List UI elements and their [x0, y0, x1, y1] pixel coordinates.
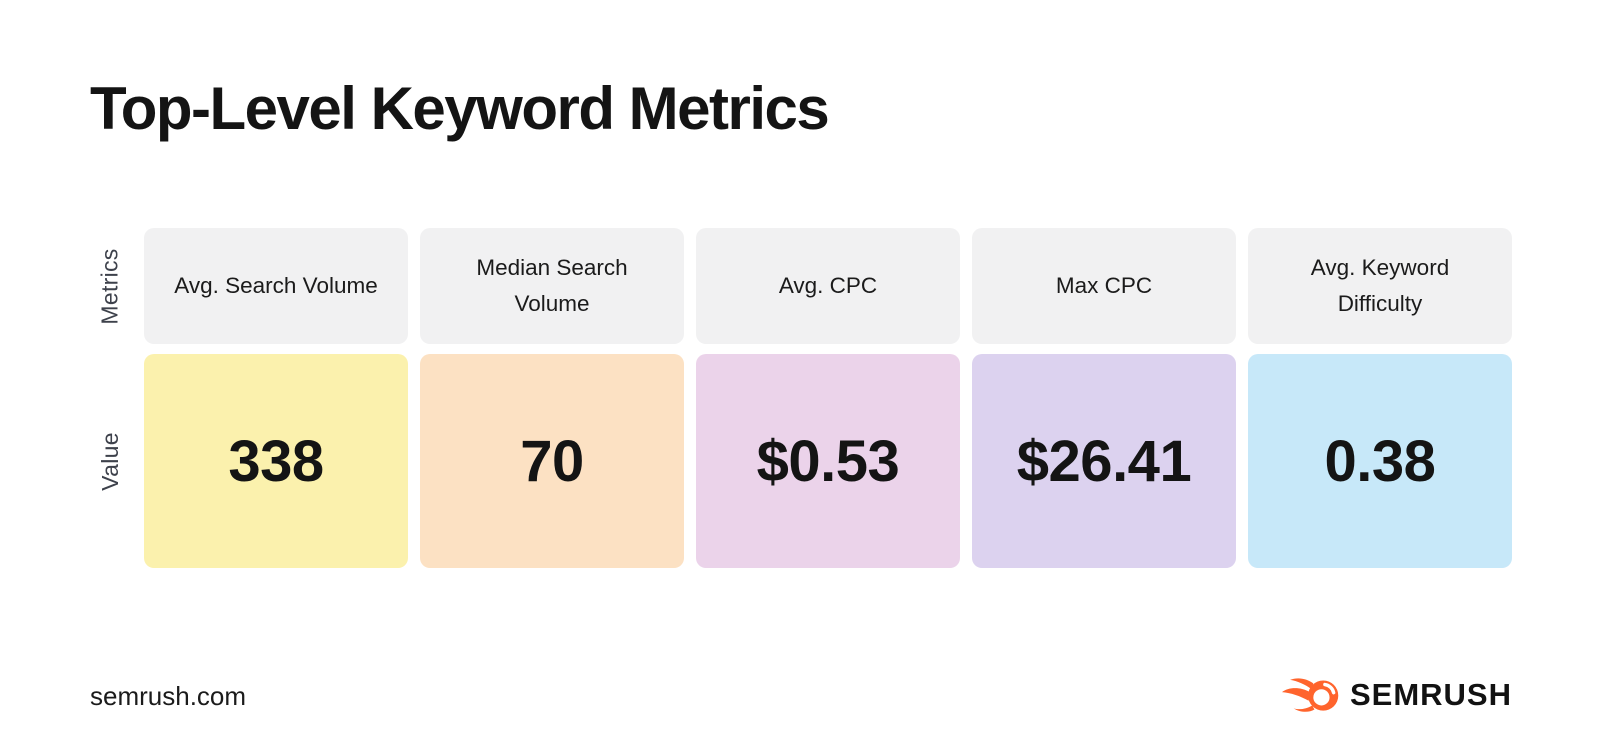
- header-cell-avg-keyword-difficulty: Avg. Keyword Difficulty: [1248, 228, 1512, 344]
- row-label-metrics-text: Metrics: [96, 247, 123, 325]
- metrics-table: Metrics Avg. Search Volume Median Search…: [88, 228, 1512, 568]
- semrush-flame-icon: [1281, 676, 1340, 714]
- semrush-logo-text: SEMRUSH: [1349, 677, 1512, 712]
- header-cell-avg-search-volume: Avg. Search Volume: [144, 228, 408, 344]
- semrush-logo: SEMRUSH: [1281, 676, 1512, 714]
- source-url: semrush.com: [90, 681, 247, 711]
- value-cell-avg-keyword-difficulty: 0.38: [1248, 354, 1512, 568]
- header-cell-avg-cpc: Avg. CPC: [696, 228, 960, 344]
- header-cell-max-cpc: Max CPC: [972, 228, 1236, 344]
- value-cell-median-search-volume: 70: [420, 354, 684, 568]
- row-label-metrics: Metrics: [88, 228, 132, 344]
- row-label-value: Value: [88, 354, 132, 568]
- value-cell-avg-cpc: $0.53: [696, 354, 960, 568]
- page-title: Top-Level Keyword Metrics: [90, 75, 830, 142]
- header-cell-median-search-volume: Median Search Volume: [420, 228, 684, 344]
- value-cell-avg-search-volume: 338: [144, 354, 408, 568]
- row-label-value-text: Value: [96, 431, 123, 491]
- value-cell-max-cpc: $26.41: [972, 354, 1236, 568]
